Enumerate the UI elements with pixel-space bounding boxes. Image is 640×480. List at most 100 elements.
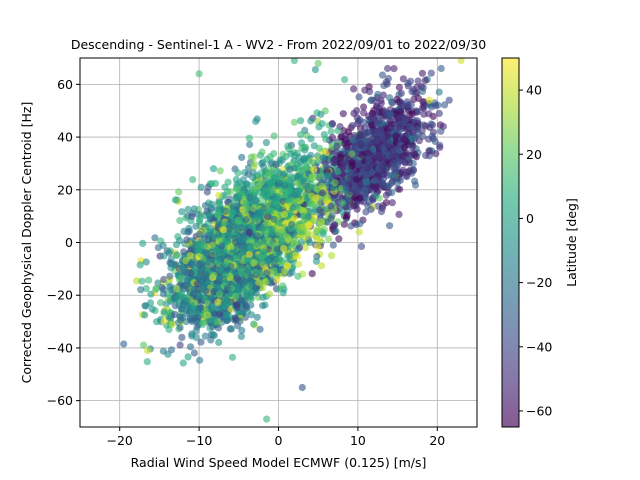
data-point <box>307 135 315 143</box>
data-point <box>305 221 313 229</box>
x-tick-label: −10 <box>186 433 212 448</box>
data-point <box>247 182 255 190</box>
data-point <box>411 181 420 189</box>
data-point <box>395 210 403 218</box>
data-point <box>361 86 369 94</box>
data-point <box>245 164 253 172</box>
data-point <box>299 156 308 164</box>
data-point <box>338 178 346 186</box>
data-point <box>274 168 282 176</box>
data-point <box>319 154 327 162</box>
data-point <box>215 231 223 239</box>
data-point <box>348 122 356 130</box>
x-tick-label: 0 <box>275 433 283 448</box>
data-point <box>395 123 403 131</box>
data-point <box>399 75 407 83</box>
data-point <box>133 277 141 285</box>
data-point <box>227 243 235 251</box>
data-point <box>367 205 375 214</box>
data-point <box>143 347 152 355</box>
data-point <box>179 300 187 308</box>
data-point <box>325 235 333 243</box>
data-point <box>376 155 384 163</box>
data-point <box>399 152 407 160</box>
data-point <box>328 212 336 220</box>
data-point <box>339 110 347 118</box>
data-point <box>249 204 257 213</box>
data-point <box>432 102 440 110</box>
data-point <box>245 228 254 236</box>
data-point <box>346 168 354 177</box>
data-point <box>186 252 194 260</box>
data-point <box>142 258 150 266</box>
data-point <box>138 277 146 285</box>
data-point <box>216 255 224 263</box>
data-point <box>224 178 232 186</box>
data-point <box>249 173 257 182</box>
data-point <box>254 232 262 240</box>
data-point <box>141 311 149 319</box>
data-point <box>297 139 306 147</box>
data-point <box>178 208 186 216</box>
data-point <box>335 235 343 243</box>
data-point <box>333 142 341 150</box>
data-point <box>311 66 319 74</box>
data-point <box>328 252 336 260</box>
data-point <box>288 220 296 229</box>
data-point <box>392 132 400 140</box>
data-point <box>435 88 443 96</box>
data-point <box>282 153 290 161</box>
data-point <box>184 205 192 213</box>
data-point <box>409 149 417 157</box>
data-point <box>166 283 174 291</box>
data-point <box>297 117 305 125</box>
data-point <box>345 194 353 202</box>
data-point <box>353 107 361 115</box>
data-point <box>379 202 387 210</box>
data-point <box>265 290 274 298</box>
data-point <box>310 165 318 174</box>
data-point <box>285 187 293 195</box>
data-point <box>221 271 229 279</box>
data-point <box>256 325 264 333</box>
data-point <box>373 103 381 111</box>
data-point <box>185 308 193 316</box>
data-point <box>201 332 209 340</box>
data-point <box>214 221 222 229</box>
data-point <box>175 188 183 196</box>
data-point <box>246 292 254 300</box>
data-point <box>332 148 341 157</box>
data-point <box>250 160 258 168</box>
data-point <box>153 284 161 292</box>
data-point <box>309 159 317 167</box>
data-point <box>260 248 268 256</box>
data-point <box>260 238 268 246</box>
data-point <box>263 188 271 196</box>
data-point <box>214 199 222 207</box>
data-point <box>179 285 188 293</box>
data-point <box>306 238 314 246</box>
y-tick-label: 40 <box>57 130 73 145</box>
data-point <box>432 150 440 158</box>
data-point <box>244 267 252 275</box>
data-point <box>307 117 315 125</box>
data-point <box>292 237 300 245</box>
data-point <box>372 192 380 200</box>
data-point <box>388 152 396 160</box>
data-point <box>285 252 293 260</box>
data-point <box>425 147 433 155</box>
data-point <box>413 125 421 133</box>
data-point <box>295 260 303 268</box>
data-point <box>202 248 210 256</box>
data-point <box>317 262 326 270</box>
data-point <box>295 188 303 196</box>
data-point <box>245 250 253 258</box>
data-point <box>286 166 294 174</box>
data-point <box>233 216 241 224</box>
data-point <box>291 152 299 160</box>
data-point <box>290 58 298 65</box>
data-point <box>410 116 419 124</box>
data-point <box>343 211 351 219</box>
data-point <box>268 198 276 206</box>
